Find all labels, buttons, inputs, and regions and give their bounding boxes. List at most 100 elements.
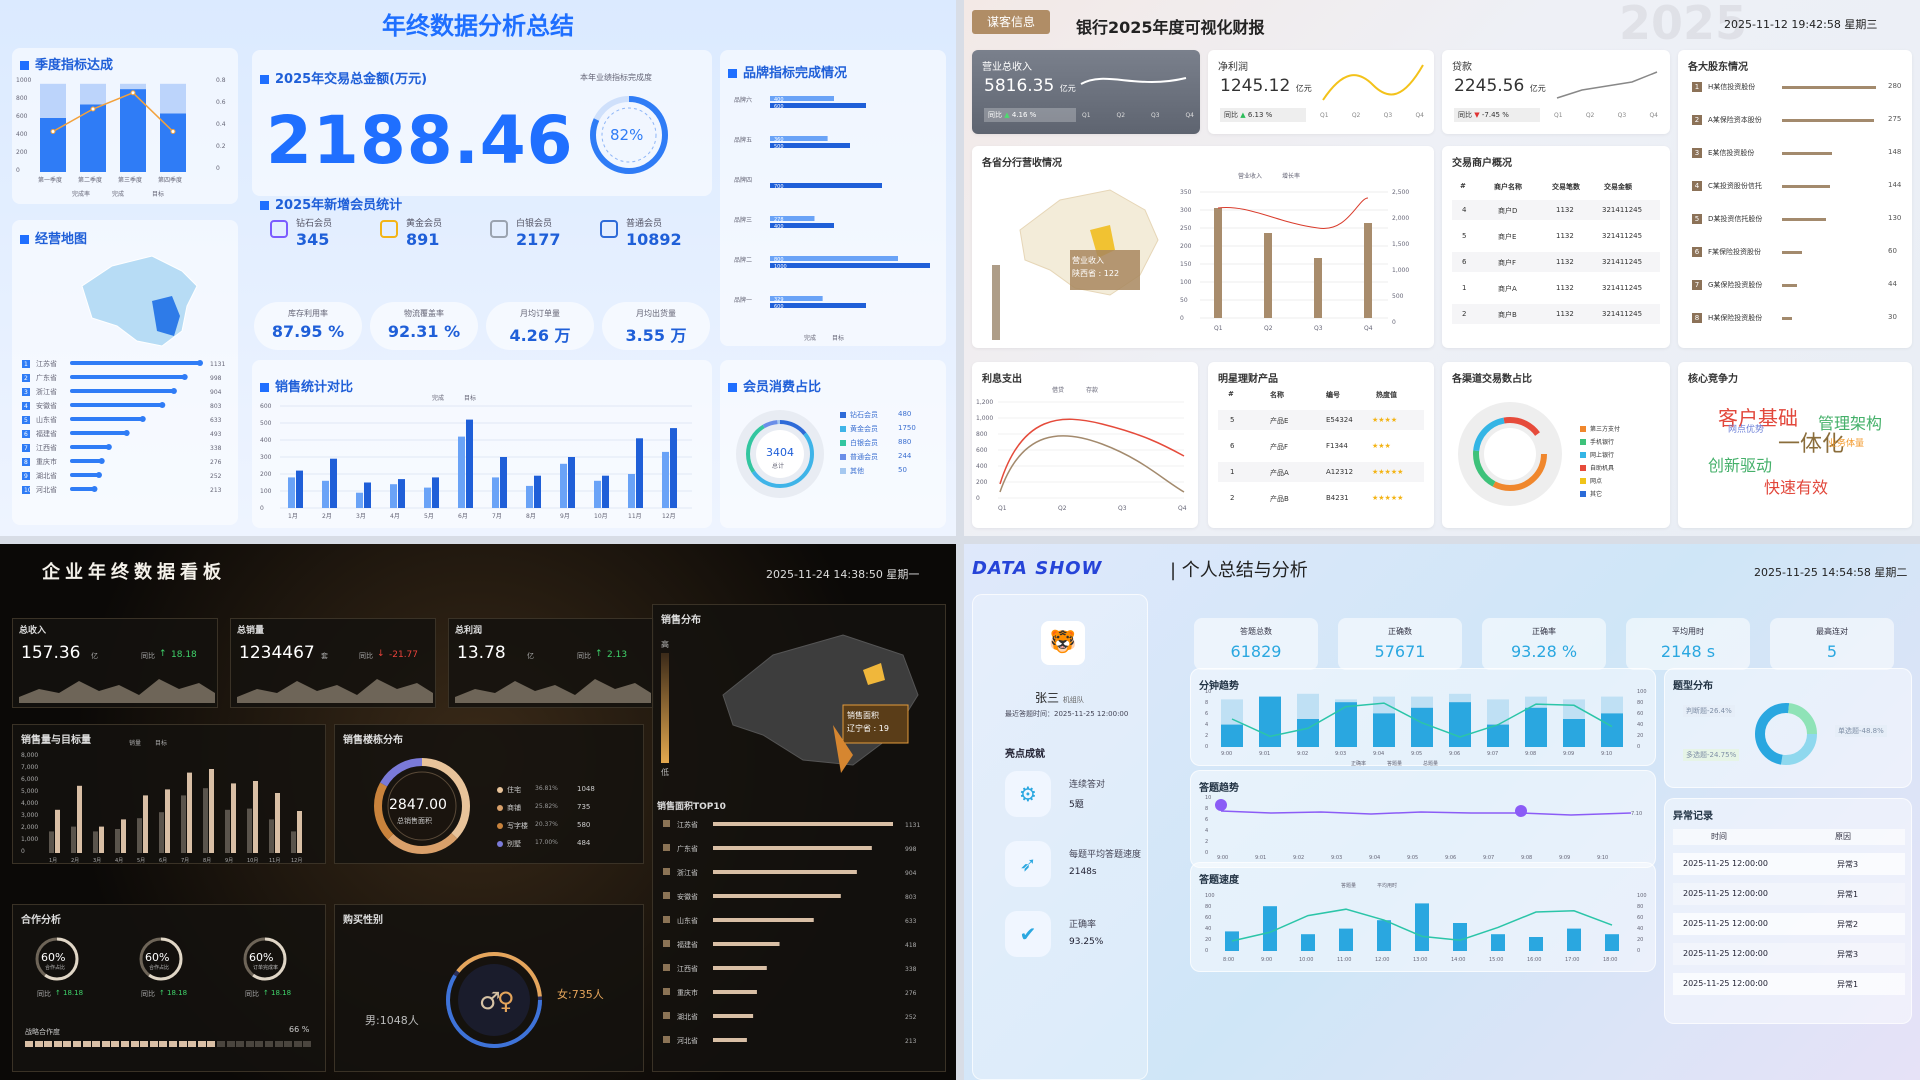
area-value: 580: [577, 821, 591, 829]
channel-label: 网点: [1590, 478, 1603, 485]
brand-bar-done: [770, 136, 828, 141]
stat-value: 5: [1826, 642, 1838, 661]
tick-label: 0: [1205, 744, 1208, 750]
bar-target: [398, 479, 405, 508]
done-bar: [120, 89, 146, 172]
x-label: 9:09: [1559, 855, 1570, 861]
tick-label: 600: [16, 113, 28, 120]
brand-value: 360: [774, 137, 784, 143]
area-title: 销售楼栋分布: [343, 735, 403, 746]
profit-label: 净利润: [1218, 62, 1248, 73]
quarter-label: Q1: [1082, 112, 1091, 119]
watermark: 2025: [1619, 0, 1748, 50]
bar-done: [662, 451, 669, 508]
brand-bar-target: [770, 263, 930, 268]
tick-label: 7,000: [21, 764, 38, 771]
target-bar: [77, 785, 82, 853]
month-label: 10月: [247, 858, 258, 864]
merchant-row: [1452, 304, 1660, 324]
holder-bar: [1782, 317, 1793, 320]
strategic-segment: [284, 1041, 293, 1047]
holder-index: 8: [1692, 313, 1702, 323]
volume-chart: 8,000 7,000 6,000 5,000 4,000 3,000 2,000 1,000…: [21, 739, 302, 864]
bar-done: [390, 484, 397, 508]
tick-label: 1,500: [1392, 241, 1409, 248]
rank-bar: [70, 431, 127, 435]
brand-value: 600: [774, 304, 784, 310]
sales-bar: [93, 831, 98, 853]
revenue-sparkline: [1080, 77, 1187, 85]
loan-line: [999, 418, 1185, 485]
strategic-segment: [197, 1041, 206, 1047]
merchant-cell: 商户B: [1498, 311, 1517, 319]
core-title: 核心竞争力: [1688, 374, 1738, 385]
channel-swatch: [1580, 465, 1586, 471]
bar-target: [432, 477, 439, 508]
tick-label: 8,000: [21, 752, 38, 759]
x-label: 9:02: [1297, 751, 1308, 757]
rate-point: [170, 129, 176, 134]
top-bar: [713, 1014, 754, 1018]
ach-icon: ➶: [1005, 841, 1051, 887]
brand-value: 400: [774, 224, 784, 230]
top-index: [663, 940, 670, 947]
members-panel: 2025年新增会员统计 钻石会员 345 黄金会员 891 白银会员 2177 普通会员 10…: [252, 190, 712, 266]
bar-answered: [1525, 707, 1547, 747]
tick-label: 0.2: [216, 143, 226, 150]
tick-label: 400: [260, 437, 272, 444]
tick-label: 80: [1637, 904, 1643, 910]
revenue-bar: [1264, 233, 1272, 318]
tick-label: 6,000: [21, 776, 38, 783]
x-label: 9:06: [1449, 751, 1460, 757]
accuracy-line: [1231, 702, 1613, 738]
rank-number: 6: [24, 431, 28, 438]
top-index: [663, 892, 670, 899]
month-label: 11月: [269, 858, 280, 864]
logo: DATA SHOW: [972, 558, 1103, 579]
area-arc: [374, 758, 470, 854]
top-bar: [713, 966, 767, 970]
rank-bar: [70, 389, 174, 393]
datetime: 2025-11-12 19:42:58 星期三: [1724, 18, 1878, 31]
area-swatch: [497, 805, 503, 811]
legend-label: 完成: [804, 334, 816, 342]
tick-label: 350: [1180, 189, 1192, 196]
strategic-segment: [130, 1041, 139, 1047]
top-value: 213: [905, 1038, 917, 1045]
interest-chart: 1,200 1,000 800 600 400 200 0 Q1 Q2 Q3 Q4 借贷 存款: [976, 386, 1187, 512]
tick-label: 6: [1205, 817, 1208, 823]
legend-name: 其他: [850, 467, 864, 475]
target-bar: [253, 781, 258, 853]
merchant-cell: 321411245: [1602, 284, 1643, 292]
stat-card: 正确数 57671: [1338, 618, 1462, 670]
product-cell: F1344: [1326, 442, 1348, 450]
holder-index: 5: [1692, 214, 1702, 224]
category-label: 第二季度: [78, 176, 102, 184]
rank-number: 3: [24, 389, 28, 396]
x-label: 9:10: [1601, 751, 1612, 757]
area-total-label: 总销售面积: [397, 816, 432, 825]
x-label: 9:01: [1259, 751, 1270, 757]
holder-index: 7: [1692, 280, 1702, 290]
cloud-word: 一体化: [1778, 432, 1845, 457]
product-cell: A12312: [1326, 468, 1354, 476]
brand-value: 1000: [774, 264, 787, 270]
legend-value: 1750: [898, 424, 916, 432]
channel-title: 各渠道交易数占比: [1452, 374, 1532, 385]
kpi-pct: 18.18: [171, 650, 197, 660]
merchant-cell: 6: [1462, 258, 1467, 266]
member-icon: [380, 220, 398, 238]
quarter-title: 季度指标达成: [20, 54, 113, 73]
x-label: 9:05: [1407, 855, 1418, 861]
strategic-segment: [121, 1041, 129, 1047]
bar-answered: [1259, 696, 1281, 747]
x-label: 9:01: [1255, 855, 1266, 861]
product-cell: ★★★★★: [1372, 494, 1404, 502]
legend-label: 目标: [832, 334, 844, 342]
sales-bar: [269, 819, 274, 853]
revenue-bar: [1364, 223, 1372, 318]
holder-index: 2: [1692, 115, 1702, 125]
rank-dot: [139, 416, 146, 422]
bar-target: [296, 470, 303, 508]
